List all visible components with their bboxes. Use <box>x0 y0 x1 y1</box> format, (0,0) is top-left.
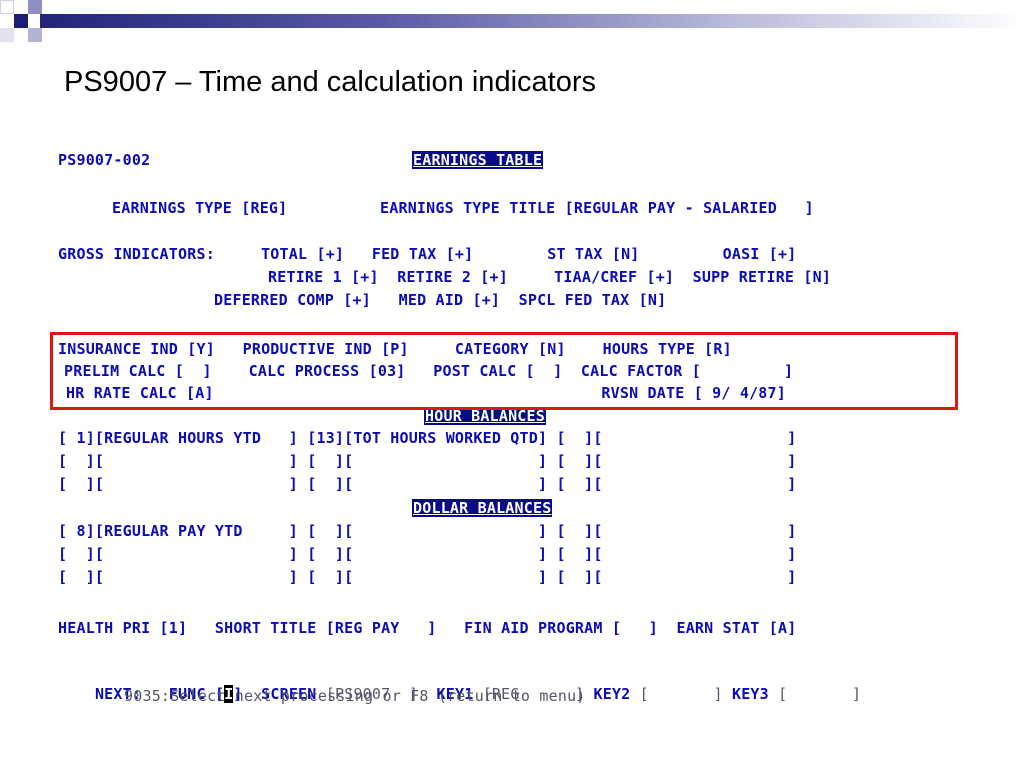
dollar-balance-row[interactable]: [ 8][REGULAR PAY YTD ] [ ][ ] [ ][ ] <box>58 522 797 540</box>
gross-indicators-row-3[interactable]: DEFERRED COMP [+] MED AID [+] SPCL FED T… <box>214 291 667 309</box>
table-title: EARNINGS TABLE <box>412 151 544 169</box>
key3-input[interactable]: [ ] <box>778 685 862 703</box>
func-label: FUNC [ <box>168 685 225 703</box>
earnings-type-title-field[interactable]: EARNINGS TYPE TITLE [REGULAR PAY - SALAR… <box>380 199 814 217</box>
calc-indicators-row[interactable]: PRELIM CALC [ ] CALC PROCESS [03] POST C… <box>64 362 794 380</box>
screen-id: PS9007-002 <box>58 151 151 169</box>
next-command-row: NEXT: FUNC [I] SCREEN [PS9007 ] KEY1 [RE… <box>58 664 861 724</box>
dollar-balance-row[interactable]: [ ][ ] [ ][ ] [ ][ ] <box>58 545 797 563</box>
header-square-decoration <box>0 0 14 14</box>
key1-input[interactable]: [REG ] <box>482 685 585 703</box>
slide-title: PS9007 – Time and calculation indicators <box>64 66 596 98</box>
insurance-indicators-row[interactable]: INSURANCE IND [Y] PRODUCTIVE IND [P] CAT… <box>58 340 732 358</box>
func-close: ] <box>233 685 243 703</box>
hour-balance-row[interactable]: [ 1][REGULAR HOURS YTD ] [13][TOT HOURS … <box>58 429 797 447</box>
rate-calc-row[interactable]: HR RATE CALC [A] RVSN DATE [ 9/ 4/87] <box>66 384 786 402</box>
hour-balances-heading: HOUR BALANCES <box>424 407 546 425</box>
screen-label: SCREEN <box>261 685 317 703</box>
health-status-row[interactable]: HEALTH PRI [1] SHORT TITLE [REG PAY ] FI… <box>58 619 797 637</box>
key3-label: KEY3 <box>731 685 769 703</box>
header-square-decoration <box>0 28 14 42</box>
earnings-type-field[interactable]: EARNINGS TYPE [REG] <box>112 199 288 217</box>
dollar-balances-heading: DOLLAR BALANCES <box>412 499 553 517</box>
gross-indicators-row-2[interactable]: RETIRE 1 [+] RETIRE 2 [+] TIAA/CREF [+] … <box>268 268 832 286</box>
key1-label: KEY1 <box>436 685 474 703</box>
header-square-decoration <box>28 28 42 42</box>
key2-input[interactable]: [ ] <box>639 685 723 703</box>
hour-balance-row[interactable]: [ ][ ] [ ][ ] [ ][ ] <box>58 452 797 470</box>
key2-label: KEY2 <box>593 685 631 703</box>
status-message: 9035:Select next processing or F8 (retur… <box>124 687 586 705</box>
gross-indicators-row-1[interactable]: GROSS INDICATORS: TOTAL [+] FED TAX [+] … <box>58 245 797 263</box>
callout-highlight-box <box>50 332 958 410</box>
func-input[interactable]: I <box>224 685 234 703</box>
next-label: NEXT: <box>94 685 142 703</box>
header-square-decoration <box>28 0 42 14</box>
header-square-decoration <box>14 14 28 28</box>
screen-input[interactable]: [PS9007 ] <box>325 685 419 703</box>
header-gradient-bar <box>40 14 1024 28</box>
hour-balance-row[interactable]: [ ][ ] [ ][ ] [ ][ ] <box>58 475 797 493</box>
dollar-balance-row[interactable]: [ ][ ] [ ][ ] [ ][ ] <box>58 568 797 586</box>
